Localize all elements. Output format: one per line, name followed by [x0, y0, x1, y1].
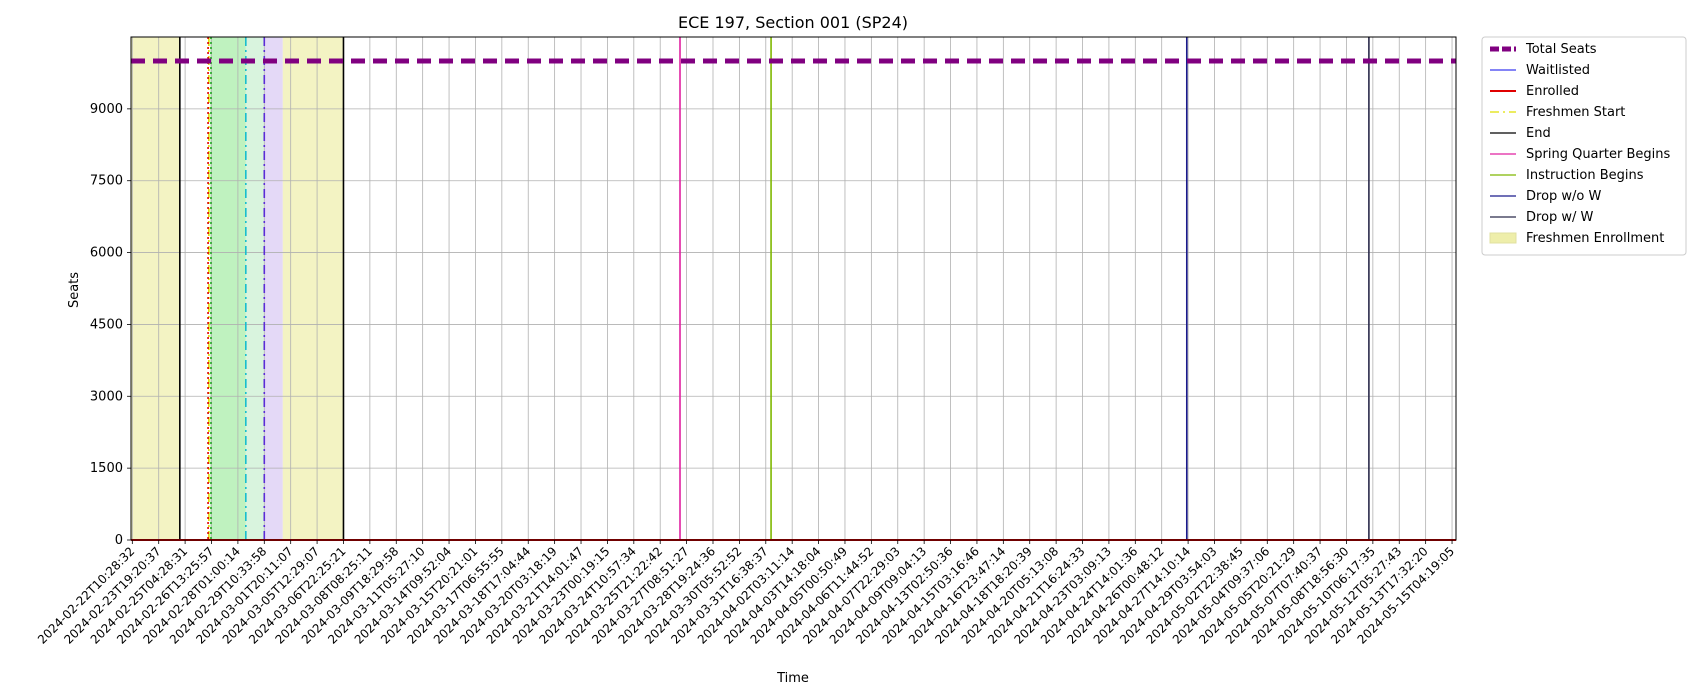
- span-region-1: [210, 37, 246, 540]
- y-tick-label: 9000: [90, 102, 123, 117]
- y-axis-label: Seats: [67, 272, 82, 308]
- chart-title: ECE 197, Section 001 (SP24): [678, 13, 908, 32]
- legend-label: End: [1526, 126, 1551, 141]
- y-tick-label: 4500: [90, 317, 123, 332]
- legend-label: Freshmen Start: [1526, 105, 1625, 120]
- span-region-0: [131, 37, 180, 540]
- span-region-3: [264, 37, 283, 540]
- legend: Total Seats Waitlisted Enrolled Freshmen St…: [1481, 36, 1687, 256]
- legend-label: Enrolled: [1526, 84, 1579, 99]
- event-lines-layer: [179, 37, 1370, 540]
- legend-swatch: [1489, 232, 1517, 244]
- y-tick-label: 1500: [90, 461, 123, 476]
- legend-label: Instruction Begins: [1526, 168, 1644, 183]
- legend-label: Drop w/o W: [1526, 189, 1602, 204]
- legend-label: Total Seats: [1525, 42, 1597, 57]
- legend-label: Drop w/ W: [1526, 210, 1594, 225]
- legend-label: Freshmen Enrollment: [1526, 231, 1664, 246]
- legend-box: [1481, 36, 1687, 256]
- plot-frame: [130, 36, 1457, 541]
- spans-layer: [131, 37, 344, 540]
- y-tick-label: 3000: [90, 389, 123, 404]
- legend-label: Spring Quarter Begins: [1526, 147, 1670, 162]
- y-tick-label: 0: [115, 533, 123, 548]
- span-region-4: [282, 37, 344, 540]
- y-tick-label: 7500: [90, 174, 123, 189]
- span-region-2: [245, 37, 265, 540]
- legend-label: Waitlisted: [1526, 63, 1590, 78]
- y-tick-label: 6000: [90, 246, 123, 261]
- x-axis-label: Time: [776, 671, 809, 686]
